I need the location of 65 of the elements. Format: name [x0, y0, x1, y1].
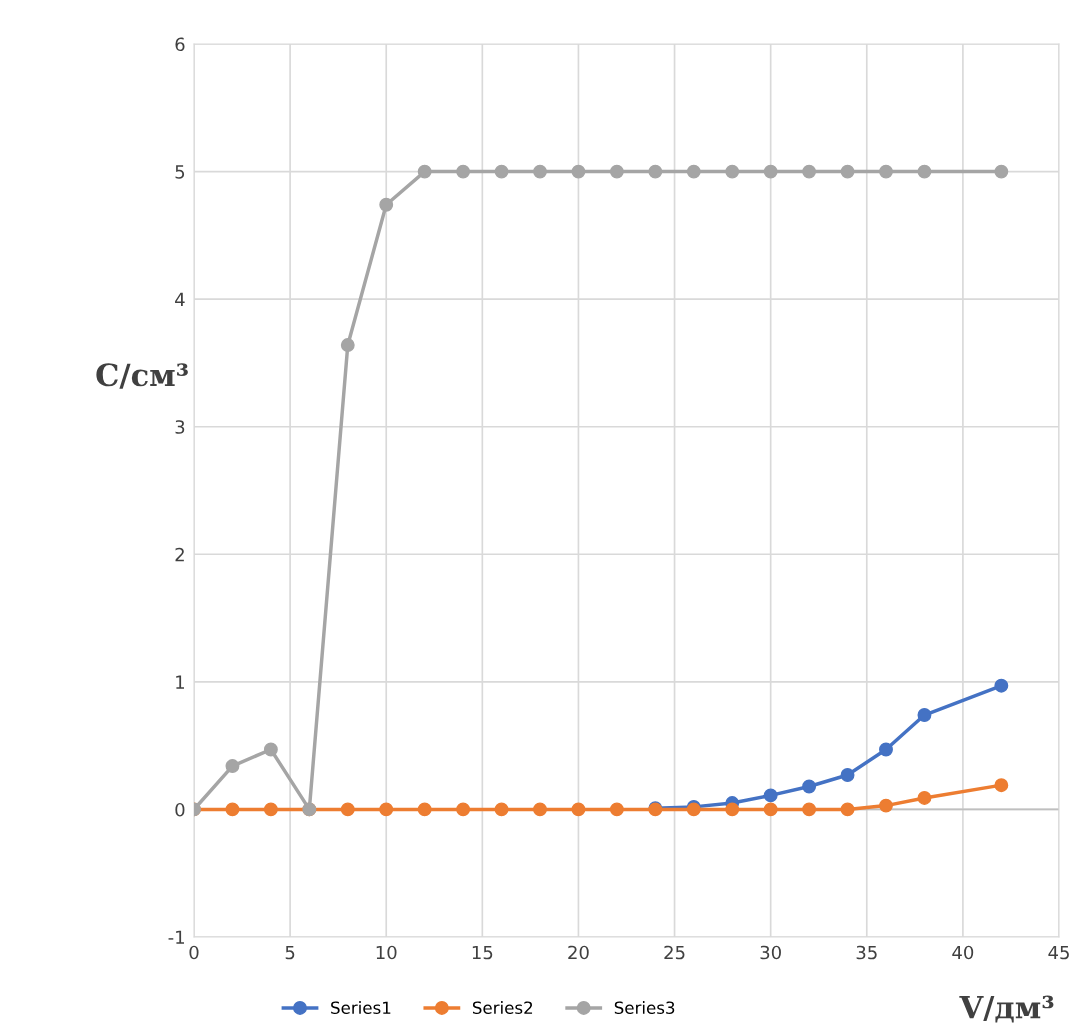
point — [340, 802, 355, 817]
point — [494, 802, 509, 817]
x-tick-label: 15 — [472, 945, 493, 960]
point — [571, 164, 586, 179]
point — [609, 802, 624, 817]
point — [456, 802, 471, 817]
point — [263, 742, 278, 757]
y-tick-label: 0 — [175, 802, 185, 817]
point — [763, 802, 778, 817]
point — [417, 802, 432, 817]
point — [840, 768, 855, 782]
point — [994, 164, 1009, 179]
y-axis-title: C/см³ — [96, 363, 188, 389]
y-tick-label: 2 — [175, 547, 184, 562]
point — [533, 164, 547, 179]
point — [725, 802, 740, 817]
point — [379, 802, 394, 817]
legend-label: Series2 — [472, 1001, 533, 1015]
point — [917, 708, 932, 722]
point — [802, 802, 817, 817]
legend-label: Series1 — [331, 1001, 391, 1015]
point — [840, 802, 855, 817]
x-tick-label: 10 — [376, 945, 397, 960]
point — [225, 802, 240, 817]
x-tick-label: 45 — [1048, 945, 1069, 960]
point — [456, 164, 471, 179]
y-tick-label: 1 — [176, 675, 184, 689]
point — [494, 164, 509, 179]
y-tick-label: 4 — [175, 292, 185, 306]
y-tick-label: -1 — [168, 930, 184, 944]
point — [802, 779, 817, 794]
point — [917, 164, 932, 179]
point — [802, 164, 817, 179]
x-tick-label: 20 — [568, 945, 589, 960]
point — [879, 164, 893, 179]
point — [763, 164, 778, 179]
point — [686, 164, 701, 179]
x-tick-label: 5 — [285, 945, 295, 960]
point — [879, 798, 893, 813]
point — [379, 197, 394, 212]
point — [994, 678, 1009, 693]
point — [879, 742, 893, 757]
x-tick-label: 35 — [856, 945, 877, 960]
y-tick-label: 5 — [175, 165, 185, 179]
x-axis-title: V/дм³ — [959, 995, 1054, 1023]
point — [340, 338, 355, 353]
legend-label: Series3 — [614, 1001, 675, 1015]
x-tick-label: 25 — [664, 945, 685, 960]
x-tick-label: 0 — [189, 945, 199, 960]
y-tick-label: 3 — [175, 420, 185, 434]
x-tick-label: 30 — [760, 945, 781, 960]
y-tick-label: 6 — [175, 37, 185, 52]
point — [571, 802, 586, 817]
point — [648, 164, 663, 179]
point — [225, 759, 240, 773]
point — [417, 164, 432, 179]
point — [840, 164, 855, 179]
point — [533, 802, 547, 817]
x-tick-label: 40 — [952, 945, 974, 960]
point — [994, 778, 1009, 793]
point — [263, 802, 278, 817]
point — [609, 164, 624, 179]
point — [917, 791, 932, 805]
point — [725, 164, 740, 179]
point — [763, 788, 778, 803]
